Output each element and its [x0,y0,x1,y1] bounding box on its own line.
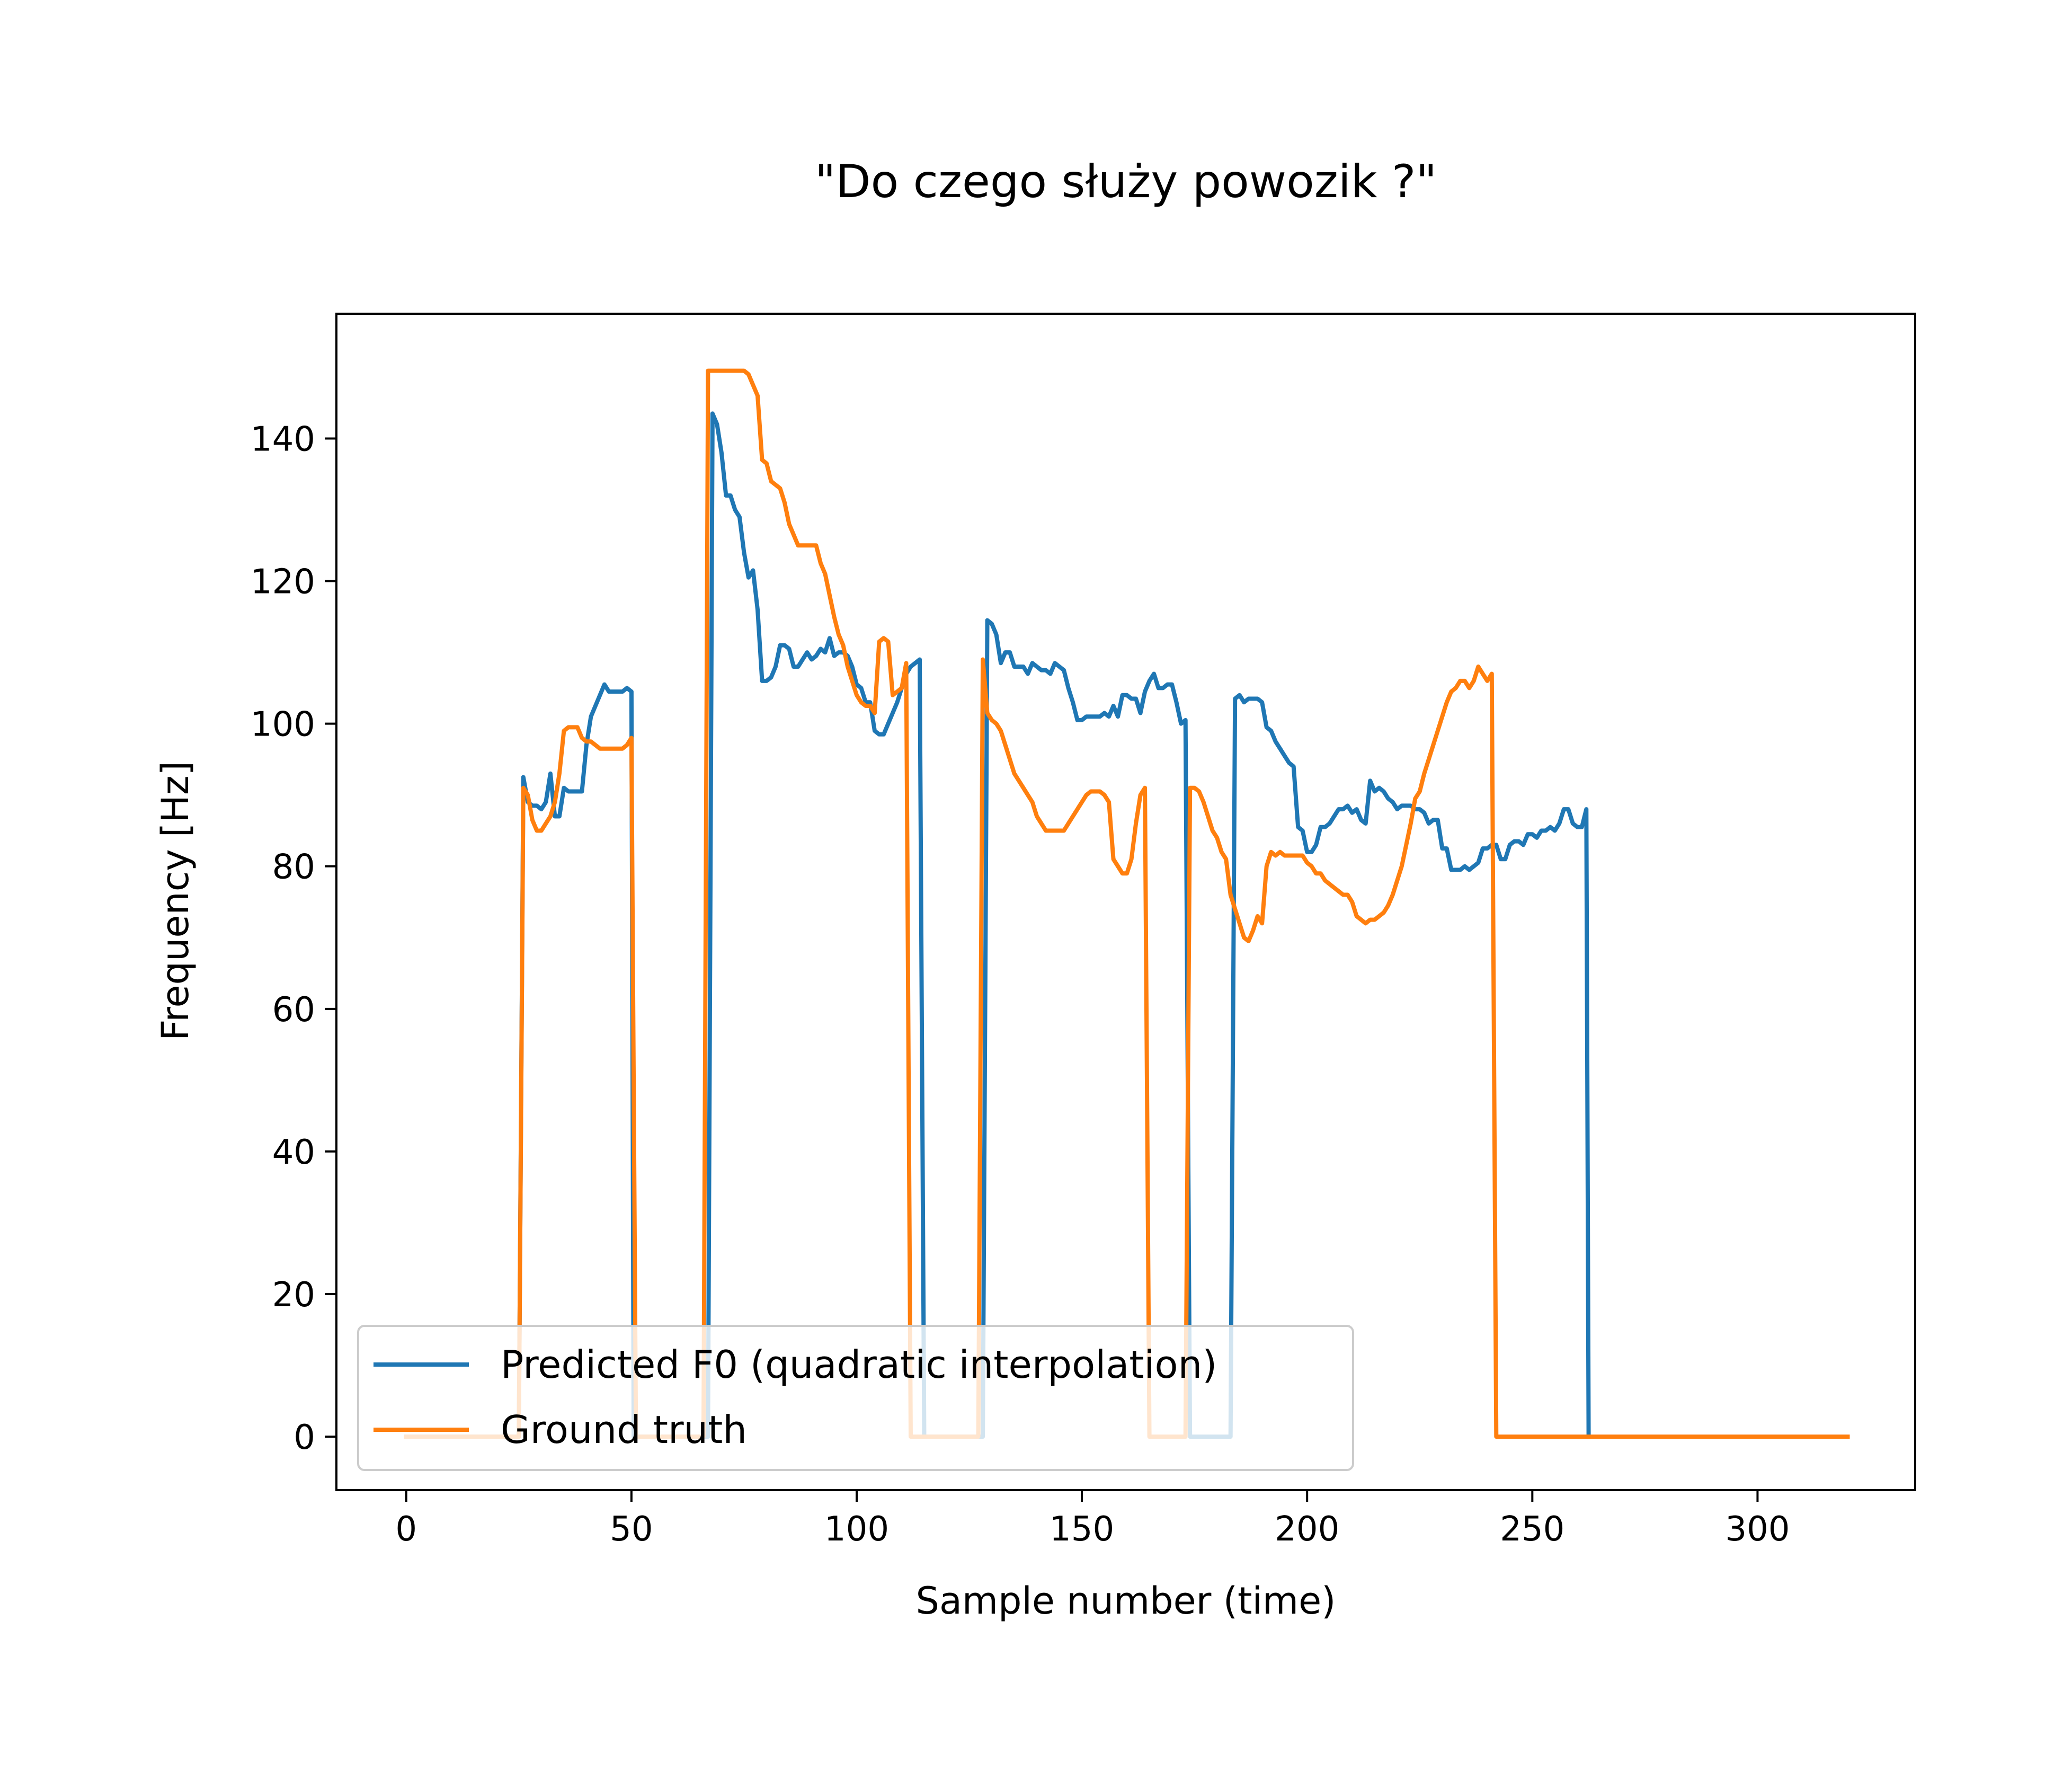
y-tick-label: 80 [272,848,315,887]
y-tick-label: 100 [251,705,315,745]
y-tick-label: 60 [272,990,315,1030]
y-tick-label: 120 [251,563,315,602]
x-tick-label: 250 [1500,1510,1564,1549]
legend-box [357,1325,1354,1471]
y-axis-label: Frequency [Hz] [154,761,197,1041]
axes-frame [335,313,1916,1491]
series-line-2 [404,368,1850,1439]
legend-label-2: Ground truth [501,1407,747,1452]
x-tick-label: 50 [610,1510,653,1549]
y-tick-label: 140 [251,420,315,459]
y-tick-label: 40 [272,1133,315,1172]
x-axis-label: Sample number (time) [916,1579,1336,1623]
series-line-1 [404,411,1591,1439]
y-tick-label: 20 [272,1276,315,1315]
legend: Predicted F0 (quadratic interpolation) Gr… [357,1325,1354,1471]
x-tick-label: 300 [1725,1510,1790,1549]
x-tick-label: 100 [824,1510,889,1549]
plot-area [335,313,1916,1491]
x-tick-label: 200 [1275,1510,1339,1549]
y-tick-label: 0 [294,1418,315,1457]
legend-label-1: Predicted F0 (quadratic interpolation) [501,1342,1217,1387]
x-axis-ticks: 0 50 100 150 200 250 300 [395,1490,1790,1549]
x-tick-label: 0 [395,1510,417,1549]
x-tick-label: 150 [1050,1510,1114,1549]
y-axis-ticks: 0 20 40 60 80 100 120 140 [251,420,336,1457]
chart-title: "Do czego służy powozik ?" [815,155,1437,208]
